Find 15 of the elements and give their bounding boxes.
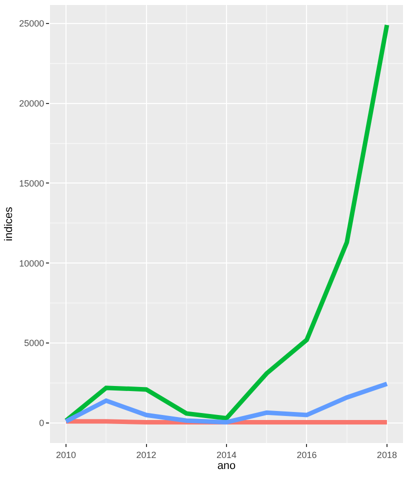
y-tick-label: 20000 — [19, 98, 44, 108]
y-tick-label: 0 — [39, 418, 44, 428]
line-series — [64, 382, 390, 424]
x-tick-label: 2010 — [56, 450, 76, 460]
y-tick-label: 5000 — [24, 338, 44, 348]
x-tick-label: 2012 — [136, 450, 156, 460]
y-tick-label: 10000 — [19, 258, 44, 268]
x-tick-label: 2018 — [376, 450, 397, 460]
x-tick-label: 2014 — [216, 450, 237, 460]
x-axis-title: ano — [217, 460, 236, 472]
line-series — [64, 22, 390, 423]
x-tick-label: 2016 — [296, 450, 317, 460]
y-tick-label: 15000 — [19, 178, 44, 188]
y-tick-label: 25000 — [19, 18, 44, 29]
y-axis-title: indices — [2, 206, 15, 242]
